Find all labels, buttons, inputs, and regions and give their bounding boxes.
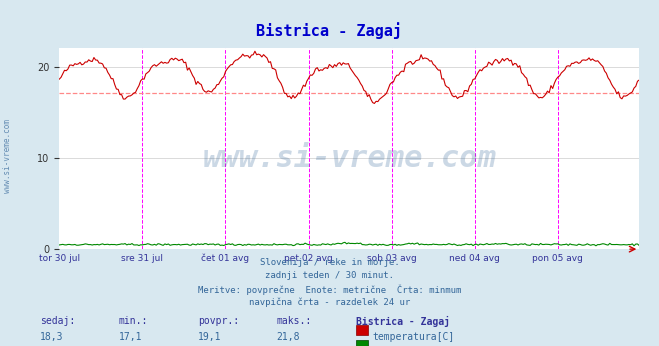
- Text: 19,1: 19,1: [198, 332, 221, 342]
- Bar: [356, 325, 368, 335]
- Text: min.:: min.:: [119, 316, 148, 326]
- Text: www.si-vreme.com: www.si-vreme.com: [3, 119, 13, 193]
- Text: sedaj:: sedaj:: [40, 316, 74, 326]
- Text: 21,8: 21,8: [277, 332, 301, 342]
- Text: temperatura[C]: temperatura[C]: [372, 332, 455, 342]
- Text: maks.:: maks.:: [277, 316, 312, 326]
- Text: zadnji teden / 30 minut.: zadnji teden / 30 minut.: [265, 271, 394, 280]
- Text: 18,3: 18,3: [40, 332, 63, 342]
- Text: Slovenija / reke in morje.: Slovenija / reke in morje.: [260, 258, 399, 267]
- Text: www.si-vreme.com: www.si-vreme.com: [202, 144, 496, 173]
- Text: navpična črta - razdelek 24 ur: navpična črta - razdelek 24 ur: [249, 297, 410, 307]
- Text: Meritve: povprečne  Enote: metrične  Črta: minmum: Meritve: povprečne Enote: metrične Črta:…: [198, 284, 461, 294]
- Bar: [356, 340, 368, 346]
- Text: 17,1: 17,1: [119, 332, 142, 342]
- Text: Bistrica - Zagaj: Bistrica - Zagaj: [256, 22, 403, 39]
- Text: Bistrica - Zagaj: Bistrica - Zagaj: [356, 316, 450, 327]
- Text: povpr.:: povpr.:: [198, 316, 239, 326]
